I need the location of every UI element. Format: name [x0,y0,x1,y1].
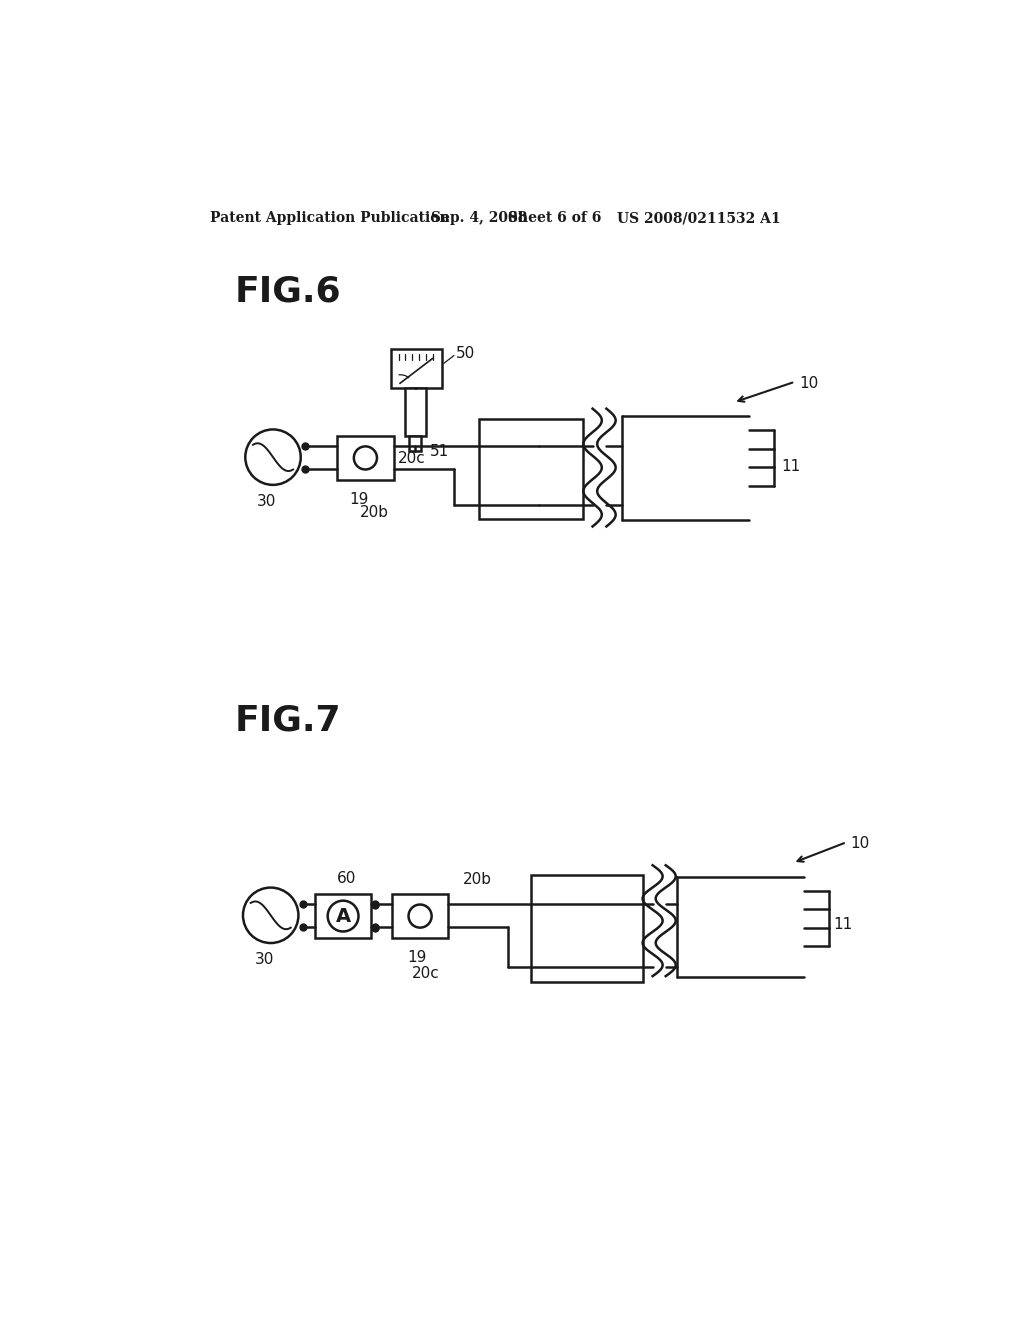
Text: 30: 30 [257,494,276,510]
Text: 11: 11 [834,917,853,932]
Text: 20c: 20c [413,965,440,981]
Bar [391,350,441,388]
Text: 19: 19 [349,492,369,507]
Bar [404,388,426,436]
Circle shape [243,887,298,942]
Bar [531,875,643,982]
Circle shape [328,900,358,932]
Bar [479,418,584,519]
Bar [410,436,421,451]
Bar [315,894,371,939]
Text: 10: 10 [799,376,818,391]
Text: Sheet 6 of 6: Sheet 6 of 6 [508,211,601,226]
Circle shape [409,904,432,928]
Text: 30: 30 [255,953,274,968]
Text: Patent Application Publication: Patent Application Publication [210,211,450,226]
Text: FIG.7: FIG.7 [234,704,341,738]
Bar [392,894,447,939]
Text: FIG.6: FIG.6 [234,275,341,309]
Text: 20b: 20b [463,871,492,887]
Text: 10: 10 [851,836,869,851]
Text: 60: 60 [337,871,356,886]
Text: US 2008/0211532 A1: US 2008/0211532 A1 [617,211,781,226]
Bar [337,436,394,480]
Circle shape [354,446,377,470]
Text: Sep. 4, 2008: Sep. 4, 2008 [431,211,527,226]
Text: 20c: 20c [397,451,426,466]
Text: 11: 11 [781,459,801,474]
Text: 20b: 20b [360,506,389,520]
Circle shape [246,429,301,484]
Text: 51: 51 [430,444,450,458]
Text: 19: 19 [408,950,427,965]
Text: A: A [336,907,350,925]
Text: 50: 50 [456,346,475,360]
